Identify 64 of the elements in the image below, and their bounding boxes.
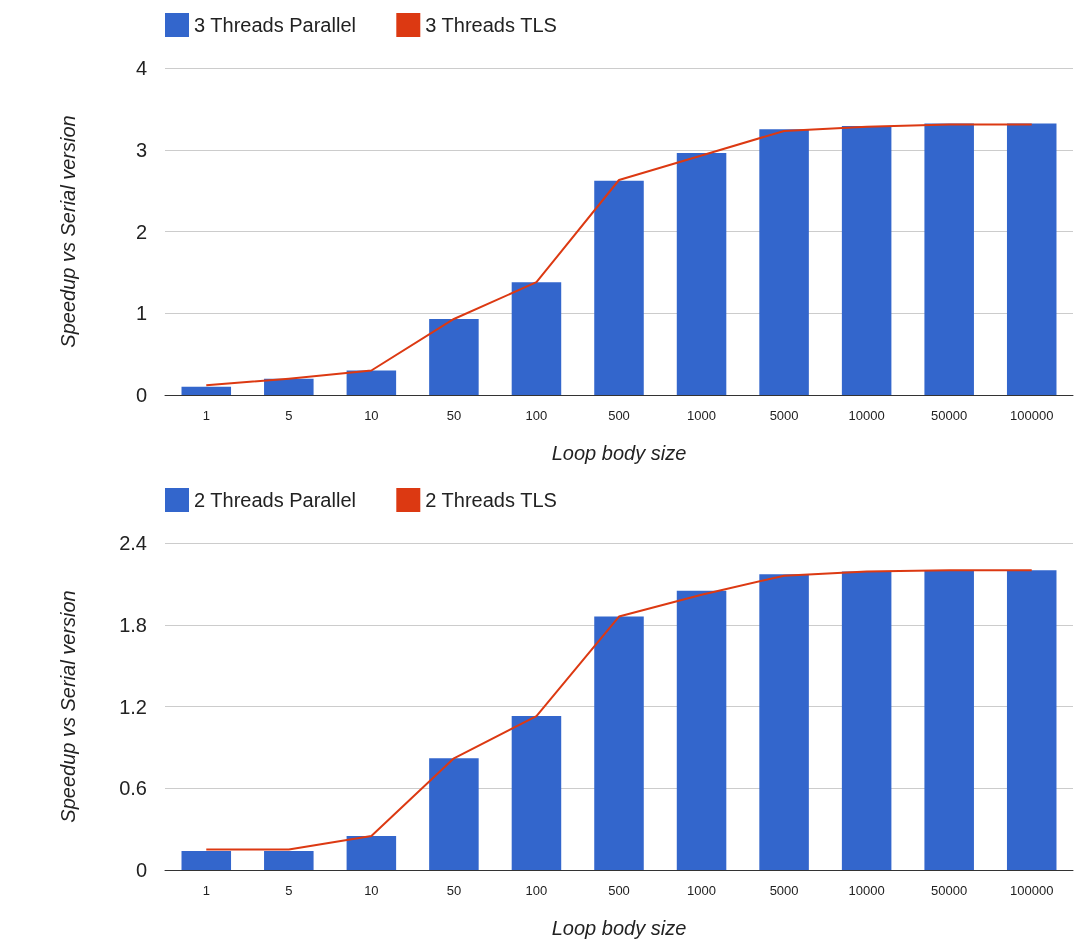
bar (594, 616, 644, 870)
x-tick-label: 5 (285, 883, 293, 898)
bar (511, 716, 562, 870)
x-tick-label: 10 (364, 408, 379, 423)
x-tick-label: 10000 (848, 883, 885, 898)
x-tick-label: 5000 (769, 408, 799, 423)
bar (346, 835, 397, 870)
y-tick-label: 2 (135, 220, 147, 243)
y-axis-title: Speedup vs Serial version (57, 115, 79, 348)
y-tick-label: 4 (135, 57, 147, 79)
y-tick-label: 0.6 (119, 777, 147, 800)
legend-label: 2 Threads TLS (425, 489, 557, 511)
legend-label: 2 Threads Parallel (194, 489, 356, 511)
bar (429, 758, 479, 870)
x-tick-label: 50 (446, 408, 462, 423)
x-tick-label: 50000 (931, 883, 968, 898)
x-tick-label: 50000 (931, 408, 968, 423)
y-axis-title: Speedup vs Serial version (57, 590, 79, 823)
legend-label: 3 Threads Parallel (194, 14, 356, 36)
x-tick-label: 10 (364, 883, 379, 898)
bar (264, 850, 314, 870)
x-tick-label: 50 (446, 883, 462, 898)
bar (676, 153, 727, 395)
bar (1006, 570, 1057, 870)
x-tick-label: 100000 (1010, 408, 1054, 423)
x-axis-title: Loop body size (551, 442, 687, 464)
bar (759, 574, 809, 870)
y-tick-label: 0 (135, 859, 147, 881)
bar (181, 386, 232, 395)
bar (924, 570, 974, 870)
bar (759, 129, 809, 395)
bar (1006, 123, 1057, 395)
y-tick-label: 1.2 (119, 695, 147, 718)
bar (594, 180, 644, 395)
x-tick-label: 100 (525, 883, 548, 898)
line-series (205, 569, 1033, 851)
bar (429, 318, 479, 395)
x-tick-label: 1000 (687, 408, 717, 423)
y-tick-label: 3 (135, 138, 147, 161)
x-axis-title: Loop body size (551, 917, 687, 939)
x-tick-label: 100 (525, 408, 548, 423)
x-tick-label: 1000 (687, 883, 717, 898)
x-tick-label: 100000 (1010, 883, 1054, 898)
bar (841, 571, 892, 870)
bar (676, 590, 727, 870)
x-tick-label: 10000 (848, 408, 885, 423)
y-tick-label: 0 (135, 384, 147, 406)
legend-label: 3 Threads TLS (425, 14, 557, 36)
bar (511, 282, 562, 395)
line-series (205, 123, 1033, 387)
bar (924, 123, 974, 395)
x-tick-label: 1 (202, 408, 210, 423)
y-tick-label: 1.8 (119, 613, 147, 636)
y-tick-label: 2.4 (119, 532, 147, 554)
y-tick-label: 1 (135, 302, 147, 325)
bar (181, 850, 232, 870)
bar (264, 378, 314, 395)
x-tick-label: 1 (202, 883, 210, 898)
bar (841, 126, 892, 395)
x-tick-label: 500 (608, 883, 630, 898)
x-tick-label: 5 (285, 408, 293, 423)
x-tick-label: 5000 (769, 883, 799, 898)
bar (346, 370, 397, 395)
x-tick-label: 500 (608, 408, 630, 423)
